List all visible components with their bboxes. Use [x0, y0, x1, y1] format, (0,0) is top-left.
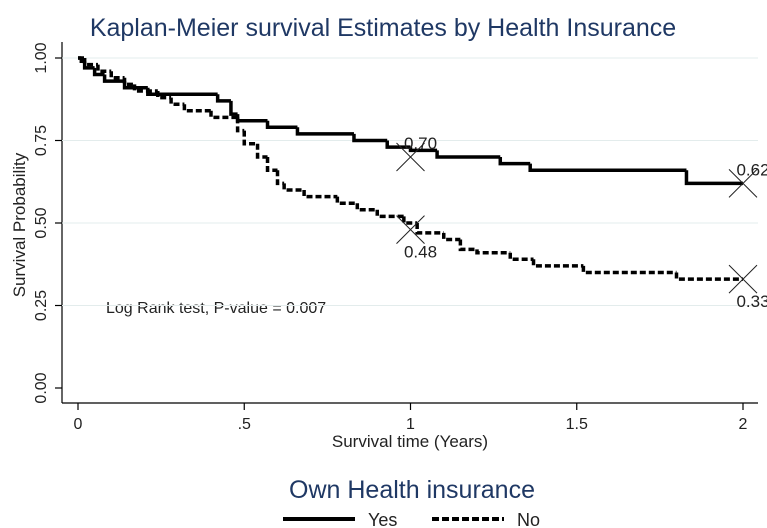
- x-axis-title: Survival time (Years): [332, 432, 488, 451]
- survival-step: [182, 104, 211, 113]
- marker-x: [396, 142, 425, 172]
- marker-label: 0.62: [736, 160, 767, 179]
- survival-step: [209, 110, 238, 120]
- x-tick-label: 2: [739, 416, 748, 433]
- survival-step: [508, 252, 534, 262]
- survival-step: [458, 239, 477, 252]
- x-tick-label: 0: [74, 416, 83, 433]
- survival-step: [498, 157, 531, 166]
- marker-label: 0.33: [736, 292, 767, 311]
- survival-step: [229, 100, 238, 116]
- survival-step: [235, 117, 245, 133]
- survival-step: [265, 120, 298, 130]
- legend-label: Yes: [368, 510, 397, 528]
- survival-step: [375, 209, 404, 219]
- survival-step: [435, 150, 501, 159]
- survival-step: [82, 58, 98, 67]
- marker-x: [728, 264, 758, 294]
- survival-step: [156, 91, 172, 100]
- survival-step: [235, 114, 268, 123]
- survival-step: [96, 64, 112, 73]
- survival-step: [402, 216, 418, 225]
- survival-step: [275, 170, 285, 186]
- survival-step: [355, 203, 378, 212]
- legend-label: No: [517, 510, 540, 528]
- survival-step: [242, 130, 258, 146]
- survival-step: [295, 127, 354, 136]
- survival-step: [122, 77, 135, 87]
- survival-step: [265, 157, 278, 172]
- y-tick-label: 0.25: [33, 290, 50, 321]
- survival-step: [415, 223, 444, 235]
- y-tick-label: 1.00: [33, 42, 50, 73]
- chart-title: Kaplan-Meier survival Estimates by Healt…: [90, 14, 676, 42]
- marker-x: [728, 169, 758, 198]
- marker-x: [396, 215, 425, 244]
- survival-step: [282, 183, 305, 192]
- survival-step: [684, 170, 743, 186]
- survival-step: [352, 133, 388, 143]
- survival-step: [674, 272, 743, 281]
- survival-step: [92, 67, 105, 77]
- survival-step: [215, 94, 231, 103]
- survival-step: [531, 259, 584, 268]
- survival-step: [528, 163, 687, 172]
- survival-step: [109, 71, 125, 80]
- x-tick-label: 1.5: [566, 416, 588, 433]
- marker-label: 0.70: [404, 134, 437, 153]
- y-tick-label: 0.00: [33, 372, 50, 403]
- survival-step: [255, 143, 268, 159]
- survival-step: [335, 196, 358, 205]
- survival-step: [475, 249, 511, 255]
- y-tick-label: 0.75: [33, 125, 50, 156]
- survival-step: [169, 97, 185, 106]
- y-tick-label: 0.50: [33, 207, 50, 238]
- survival-step: [442, 232, 461, 242]
- survival-step: [408, 147, 438, 153]
- x-tick-label: 1: [406, 416, 415, 433]
- survival-step: [102, 74, 125, 83]
- x-tick-label: .5: [238, 416, 251, 433]
- survival-step: [385, 140, 411, 149]
- annotation: Log Rank test, P-value = 0.007: [106, 300, 326, 317]
- survival-step: [132, 84, 158, 93]
- survival-step: [581, 265, 677, 275]
- survival-step: [302, 190, 338, 199]
- legend-title: Own Health insurance: [289, 476, 535, 504]
- y-axis-title: Survival Probability: [10, 152, 29, 297]
- marker-label: 0.48: [404, 243, 437, 262]
